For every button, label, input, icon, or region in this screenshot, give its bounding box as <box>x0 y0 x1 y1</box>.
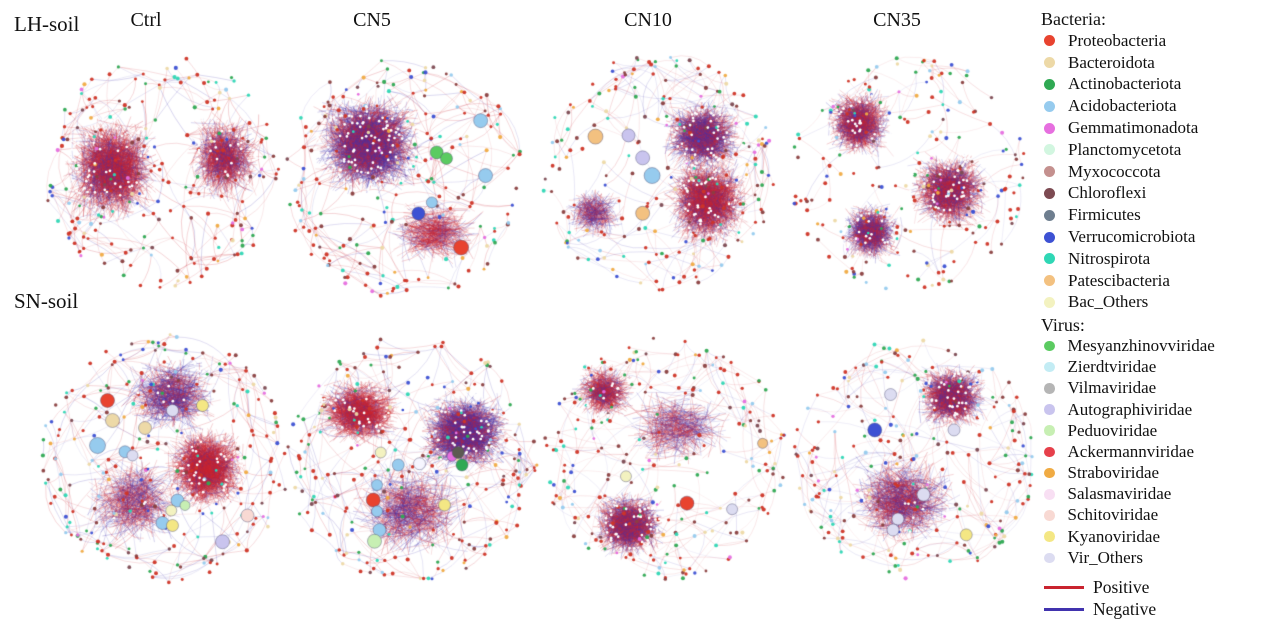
legend-item: Chloroflexi <box>1041 183 1265 205</box>
legend: Bacteria: Proteobacteria Bacteroidota Acti… <box>1041 8 1265 620</box>
salasmaviridae-swatch <box>1044 489 1055 500</box>
legend-item: Bacteroidota <box>1041 52 1265 74</box>
legend-virus-title: Virus: <box>1041 315 1085 336</box>
legend-item-label: Bacteroidota <box>1068 52 1155 72</box>
proteobacteria-swatch <box>1044 35 1055 47</box>
network-panel-sn-soil-cn5 <box>275 323 549 597</box>
bac-others-swatch <box>1044 296 1055 308</box>
column-header-ctrl: Ctrl <box>130 9 162 31</box>
legend-item: Kyanoviridae <box>1041 526 1265 547</box>
legend-item-label: Chloroflexi <box>1068 183 1147 203</box>
network-panel-sn-soil-ctrl <box>28 321 302 595</box>
positive-edge-legend: Positive <box>1041 576 1265 598</box>
legend-item-label: Nitrospirota <box>1068 248 1151 268</box>
legend-item: Mesyanzhinovviridae <box>1041 335 1265 356</box>
legend-item: Vilmaviridae <box>1041 378 1265 399</box>
legend-item: Salasmaviridae <box>1041 484 1265 505</box>
column-header-cn5: CN5 <box>353 9 391 31</box>
legend-item: Planctomycetota <box>1041 139 1265 161</box>
negative-label: Negative <box>1093 598 1157 619</box>
actinobacteriota-swatch <box>1044 78 1055 90</box>
network-panel-lh-soil-cn35 <box>778 43 1038 303</box>
firmicutes-swatch <box>1044 209 1055 221</box>
gemmatimonadota-swatch <box>1044 122 1055 134</box>
legend-item-label: Schitoviridae <box>1067 505 1159 525</box>
legend-item: Acidobacteriota <box>1041 95 1265 117</box>
legend-item: Autographiviridae <box>1041 399 1265 420</box>
negative-edge-legend: Negative <box>1041 598 1265 620</box>
ackermannviridae-swatch <box>1044 446 1055 458</box>
network-panel-lh-soil-cn5 <box>271 44 539 312</box>
legend-item-label: Verrucomicrobiota <box>1068 227 1196 247</box>
legend-item-label: Firmicutes <box>1068 205 1141 225</box>
legend-item-label: Patescibacteria <box>1068 270 1170 290</box>
legend-item-label: Actinobacteriota <box>1068 74 1182 94</box>
edge-legend: Positive Negative <box>1041 576 1265 620</box>
legend-item: Vir_Others <box>1041 547 1265 568</box>
patescibacteria-swatch <box>1044 275 1055 287</box>
column-header-cn35: CN35 <box>873 9 921 31</box>
legend-item-label: Vir_Others <box>1067 547 1143 567</box>
legend-item: Patescibacteria <box>1041 270 1265 292</box>
kyanoviridae-swatch <box>1044 531 1055 542</box>
positive-label: Positive <box>1093 576 1150 597</box>
network-panel-lh-soil-cn10 <box>528 42 788 302</box>
legend-item-label: Peduoviridae <box>1067 420 1158 440</box>
legend-item-label: Planctomycetota <box>1068 139 1182 159</box>
legend-item-label: Zierdtviridae <box>1067 357 1157 377</box>
legend-item: Myxococcota <box>1041 161 1265 183</box>
schitoviridae-swatch <box>1044 510 1055 521</box>
legend-item-label: Bac_Others <box>1068 292 1149 312</box>
peduoviridae-swatch <box>1044 425 1055 436</box>
legend-item: Schitoviridae <box>1041 505 1265 526</box>
legend-item-label: Straboviridae <box>1067 463 1160 483</box>
autographiviridae-swatch <box>1044 404 1055 415</box>
negative-line-swatch <box>1044 608 1084 611</box>
zierdtviridae-swatch <box>1044 361 1055 373</box>
legend-item: Gemmatimonadota <box>1041 117 1265 139</box>
planctomycetota-swatch <box>1044 144 1055 156</box>
positive-line-swatch <box>1044 586 1084 589</box>
legend-item-label: Kyanoviridae <box>1067 526 1161 546</box>
vir-others-swatch <box>1044 552 1055 564</box>
straboviridae-swatch <box>1044 467 1055 479</box>
network-panel-lh-soil-ctrl <box>32 42 292 302</box>
legend-virus-list: Mesyanzhinovviridae Zierdtviridae Vilmavir… <box>1041 335 1265 568</box>
legend-item-label: Autographiviridae <box>1067 399 1193 419</box>
legend-item-label: Mesyanzhinovviridae <box>1067 335 1215 355</box>
legend-item: Nitrospirota <box>1041 248 1265 270</box>
column-header-cn10: CN10 <box>624 9 672 31</box>
legend-item: Straboviridae <box>1041 462 1265 483</box>
legend-bacteria-list: Proteobacteria Bacteroidota Actinobacterio… <box>1041 30 1265 313</box>
vilmaviridae-swatch <box>1044 383 1055 394</box>
legend-item-label: Ackermannviridae <box>1067 441 1195 461</box>
myxococcota-swatch <box>1044 166 1055 178</box>
legend-bacteria-title: Bacteria: <box>1041 9 1106 29</box>
legend-item: Ackermannviridae <box>1041 441 1265 462</box>
legend-item: Bac_Others <box>1041 292 1265 314</box>
network-panel-sn-soil-cn35 <box>781 324 1049 592</box>
chloroflexi-swatch <box>1044 187 1055 199</box>
legend-item: Verrucomicrobiota <box>1041 226 1265 248</box>
legend-item-label: Salasmaviridae <box>1067 484 1172 504</box>
verrucomicrobiota-swatch <box>1044 231 1055 243</box>
bacteroidota-swatch <box>1044 57 1055 69</box>
nitrospirota-swatch <box>1044 253 1055 265</box>
legend-item: Zierdtviridae <box>1041 357 1265 378</box>
legend-item: Peduoviridae <box>1041 420 1265 441</box>
acidobacteriota-swatch <box>1044 100 1055 112</box>
legend-item: Proteobacteria <box>1041 30 1265 52</box>
legend-item: Firmicutes <box>1041 204 1265 226</box>
legend-item-label: Proteobacteria <box>1068 30 1167 50</box>
row-label-lh-soil: LH-soil <box>14 12 80 36</box>
legend-item-label: Gemmatimonadota <box>1068 118 1199 138</box>
legend-item-label: Vilmaviridae <box>1067 378 1157 398</box>
mesyanzhinovviridae-swatch <box>1044 340 1055 352</box>
network-panel-sn-soil-cn10 <box>531 324 799 592</box>
legend-item: Actinobacteriota <box>1041 74 1265 96</box>
legend-item-label: Myxococcota <box>1068 161 1161 181</box>
legend-item-label: Acidobacteriota <box>1068 96 1177 116</box>
